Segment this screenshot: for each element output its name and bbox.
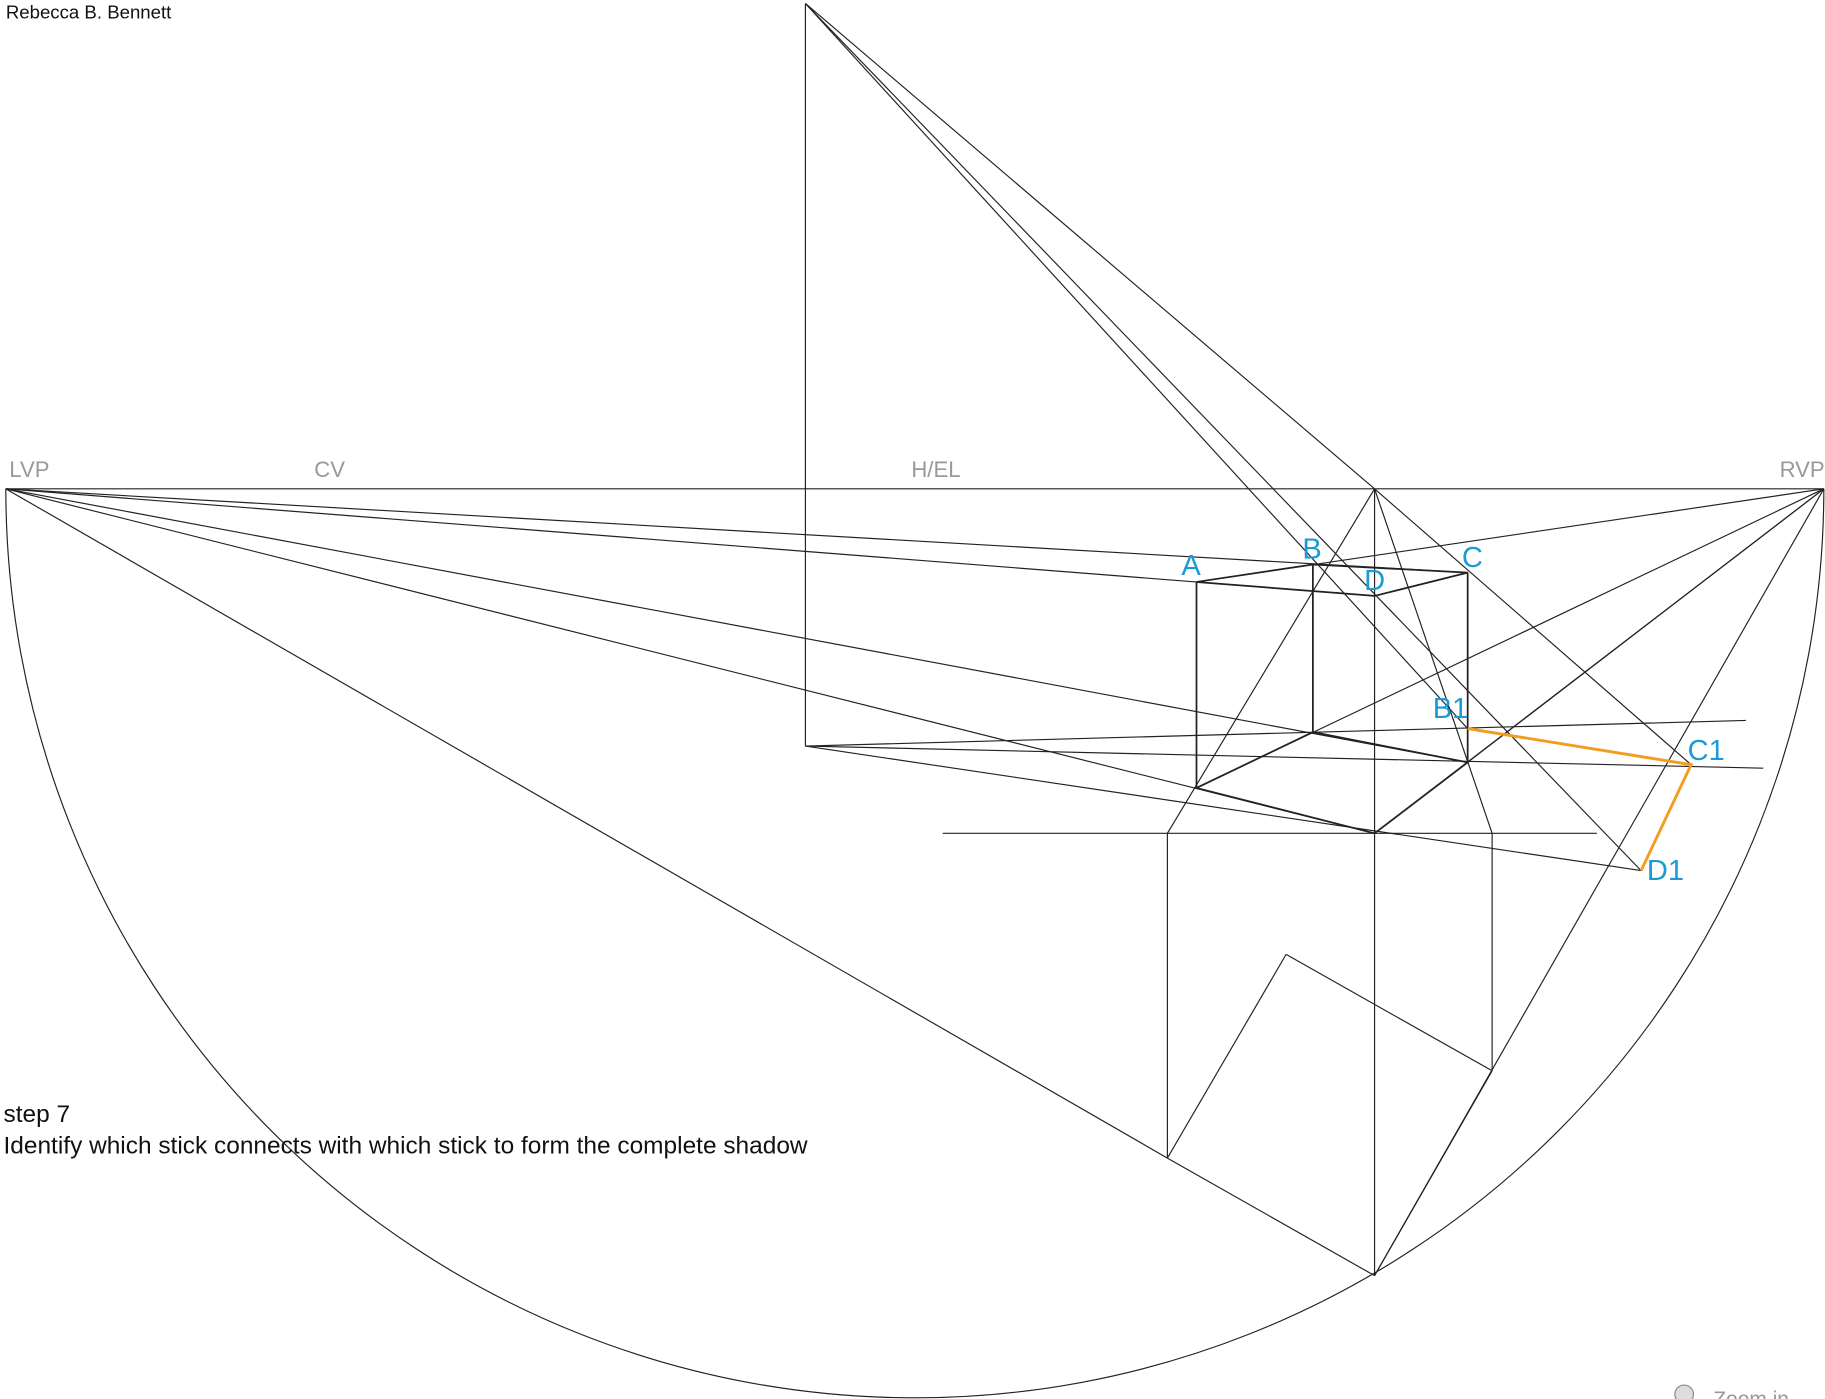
construction-lines: [5, 3, 1825, 1399]
step-title: step 7: [3, 1101, 70, 1128]
label: LVP: [9, 457, 49, 482]
zoom-text[interactable]: Zoom in: [1713, 1388, 1789, 1399]
cube: [1193, 563, 1470, 835]
point-label: C1: [1688, 735, 1725, 767]
label: RVP: [1780, 457, 1825, 482]
shadow-line: [1467, 727, 1694, 872]
zoom-button[interactable]: Zoom in: [1674, 1384, 1789, 1399]
zoom-icon[interactable]: [1674, 1384, 1695, 1399]
label: CV: [314, 457, 345, 482]
point-label: D1: [1647, 855, 1684, 887]
point-label: C: [1462, 542, 1483, 574]
author: Rebecca B. Bennett: [6, 2, 172, 23]
point-label: A: [1181, 550, 1201, 582]
point-label: B1: [1433, 693, 1469, 725]
label: H/EL: [911, 457, 960, 482]
step-text: Identify which stick connects with which…: [3, 1132, 807, 1159]
point-label: B: [1302, 534, 1321, 566]
point-label: D: [1364, 565, 1385, 597]
